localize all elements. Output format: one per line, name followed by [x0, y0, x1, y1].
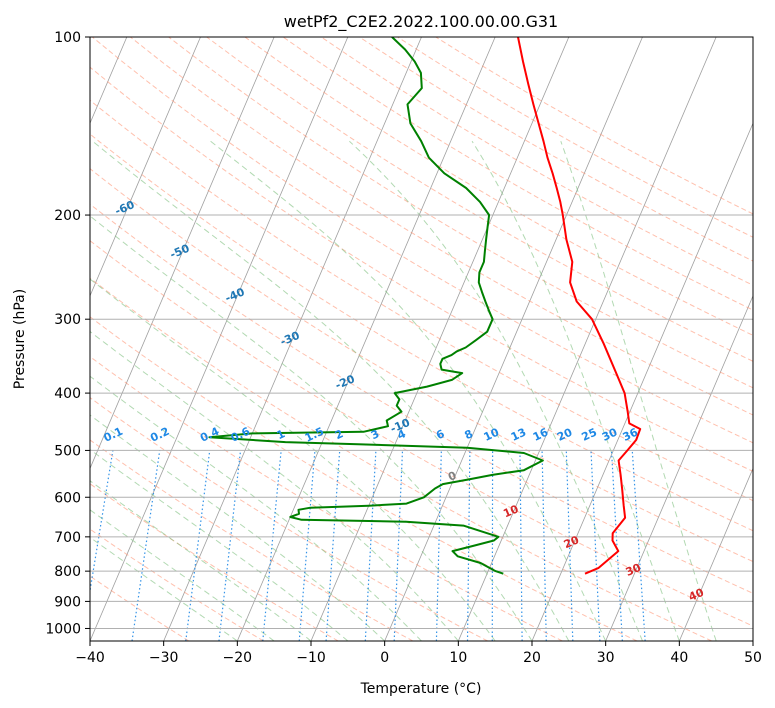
isotherm-line [531, 122, 753, 641]
isotherm-line [236, 37, 496, 641]
y-axis-label: Pressure (hPa) [12, 289, 28, 389]
mixing-ratio-label: 13 [509, 426, 528, 444]
isotherm-line [163, 37, 422, 641]
mixing-ratio-label: 16 [531, 425, 551, 443]
isotherm-label: 30 [624, 561, 643, 579]
dry-adiabat-line [90, 316, 638, 641]
y-tick-label: 100 [54, 30, 81, 46]
mixing-ratio-label: 25 [580, 426, 599, 444]
y-tick-label: 1000 [45, 621, 81, 637]
y-tick-label: 500 [54, 443, 81, 459]
mixing-ratio-line [185, 450, 211, 641]
mixing-ratio-label: 36 [621, 425, 641, 443]
y-tick-label: 200 [54, 208, 81, 224]
y-tick-label: 800 [54, 564, 81, 580]
dry-adiabat-line [90, 483, 339, 641]
dry-adiabat-line [130, 37, 753, 416]
plot-frame [89, 36, 754, 642]
mixing-ratio-label: 30 [600, 425, 620, 443]
series-lines [208, 37, 642, 575]
y-tick-label: 400 [54, 386, 81, 402]
mixing-ratio-line [131, 450, 161, 641]
x-axis-label: Temperature (°C) [360, 681, 482, 697]
mixing-ratio-label: 20 [555, 426, 575, 444]
dry-adiabat-line [90, 66, 753, 472]
mixing-ratio-label: 10 [482, 425, 502, 443]
y-tick-label: 600 [54, 490, 81, 506]
dry-adiabat-line [90, 168, 753, 563]
x-tick-label: −10 [296, 650, 326, 666]
x-tick-label: 50 [744, 650, 762, 666]
x-tick-label: −40 [75, 650, 105, 666]
dry-adiabat-line [90, 133, 753, 532]
isotherm-line [384, 37, 643, 641]
x-tick-label: −30 [149, 650, 179, 666]
dry-adiabat-line [90, 99, 753, 502]
isotherm-line [90, 37, 275, 470]
x-tick-label: 10 [449, 650, 467, 666]
dry-adiabat-line [90, 240, 753, 627]
dry-adiabat-line [90, 439, 414, 641]
y-axis-ticks: 100 200 300 400 500 600 700 800 900 1000 [45, 30, 90, 637]
y-tick-label: 900 [54, 594, 81, 610]
temperature-profile-line [517, 37, 642, 575]
isotherm-line [457, 37, 717, 641]
x-tick-label: 40 [670, 650, 688, 666]
dry-adiabat-line [206, 37, 753, 362]
dry-adiabat-line [244, 37, 753, 336]
dry-adiabat-line [90, 528, 264, 641]
isotherm-line [605, 294, 753, 641]
x-tick-label: −20 [223, 650, 253, 666]
isotherm-label: 40 [687, 586, 706, 604]
x-tick-label: 0 [380, 650, 389, 666]
isotherm-line [90, 37, 201, 297]
x-tick-label: 20 [523, 650, 541, 666]
isotherm-label: 20 [562, 533, 581, 551]
dry-adiabat-line [90, 356, 563, 641]
dry-adiabat-line [90, 397, 488, 641]
dry-adiabat-line [90, 203, 753, 594]
chart-title: wetPf2_C2E2.2022.100.00.00.G31 [284, 12, 558, 32]
mixing-ratio-line [90, 450, 114, 595]
dry-adiabat-line [90, 277, 712, 641]
pressure-grid [90, 37, 753, 629]
y-tick-label: 700 [54, 530, 81, 546]
x-axis-ticks: −40 −30 −20 −10 0 10 20 30 40 50 [75, 641, 762, 666]
y-tick-label: 300 [54, 312, 81, 328]
dewpoint-profile-line [208, 37, 544, 575]
x-tick-label: 30 [597, 650, 615, 666]
isotherm-line [678, 467, 753, 641]
isotherm-label: 10 [501, 502, 520, 520]
